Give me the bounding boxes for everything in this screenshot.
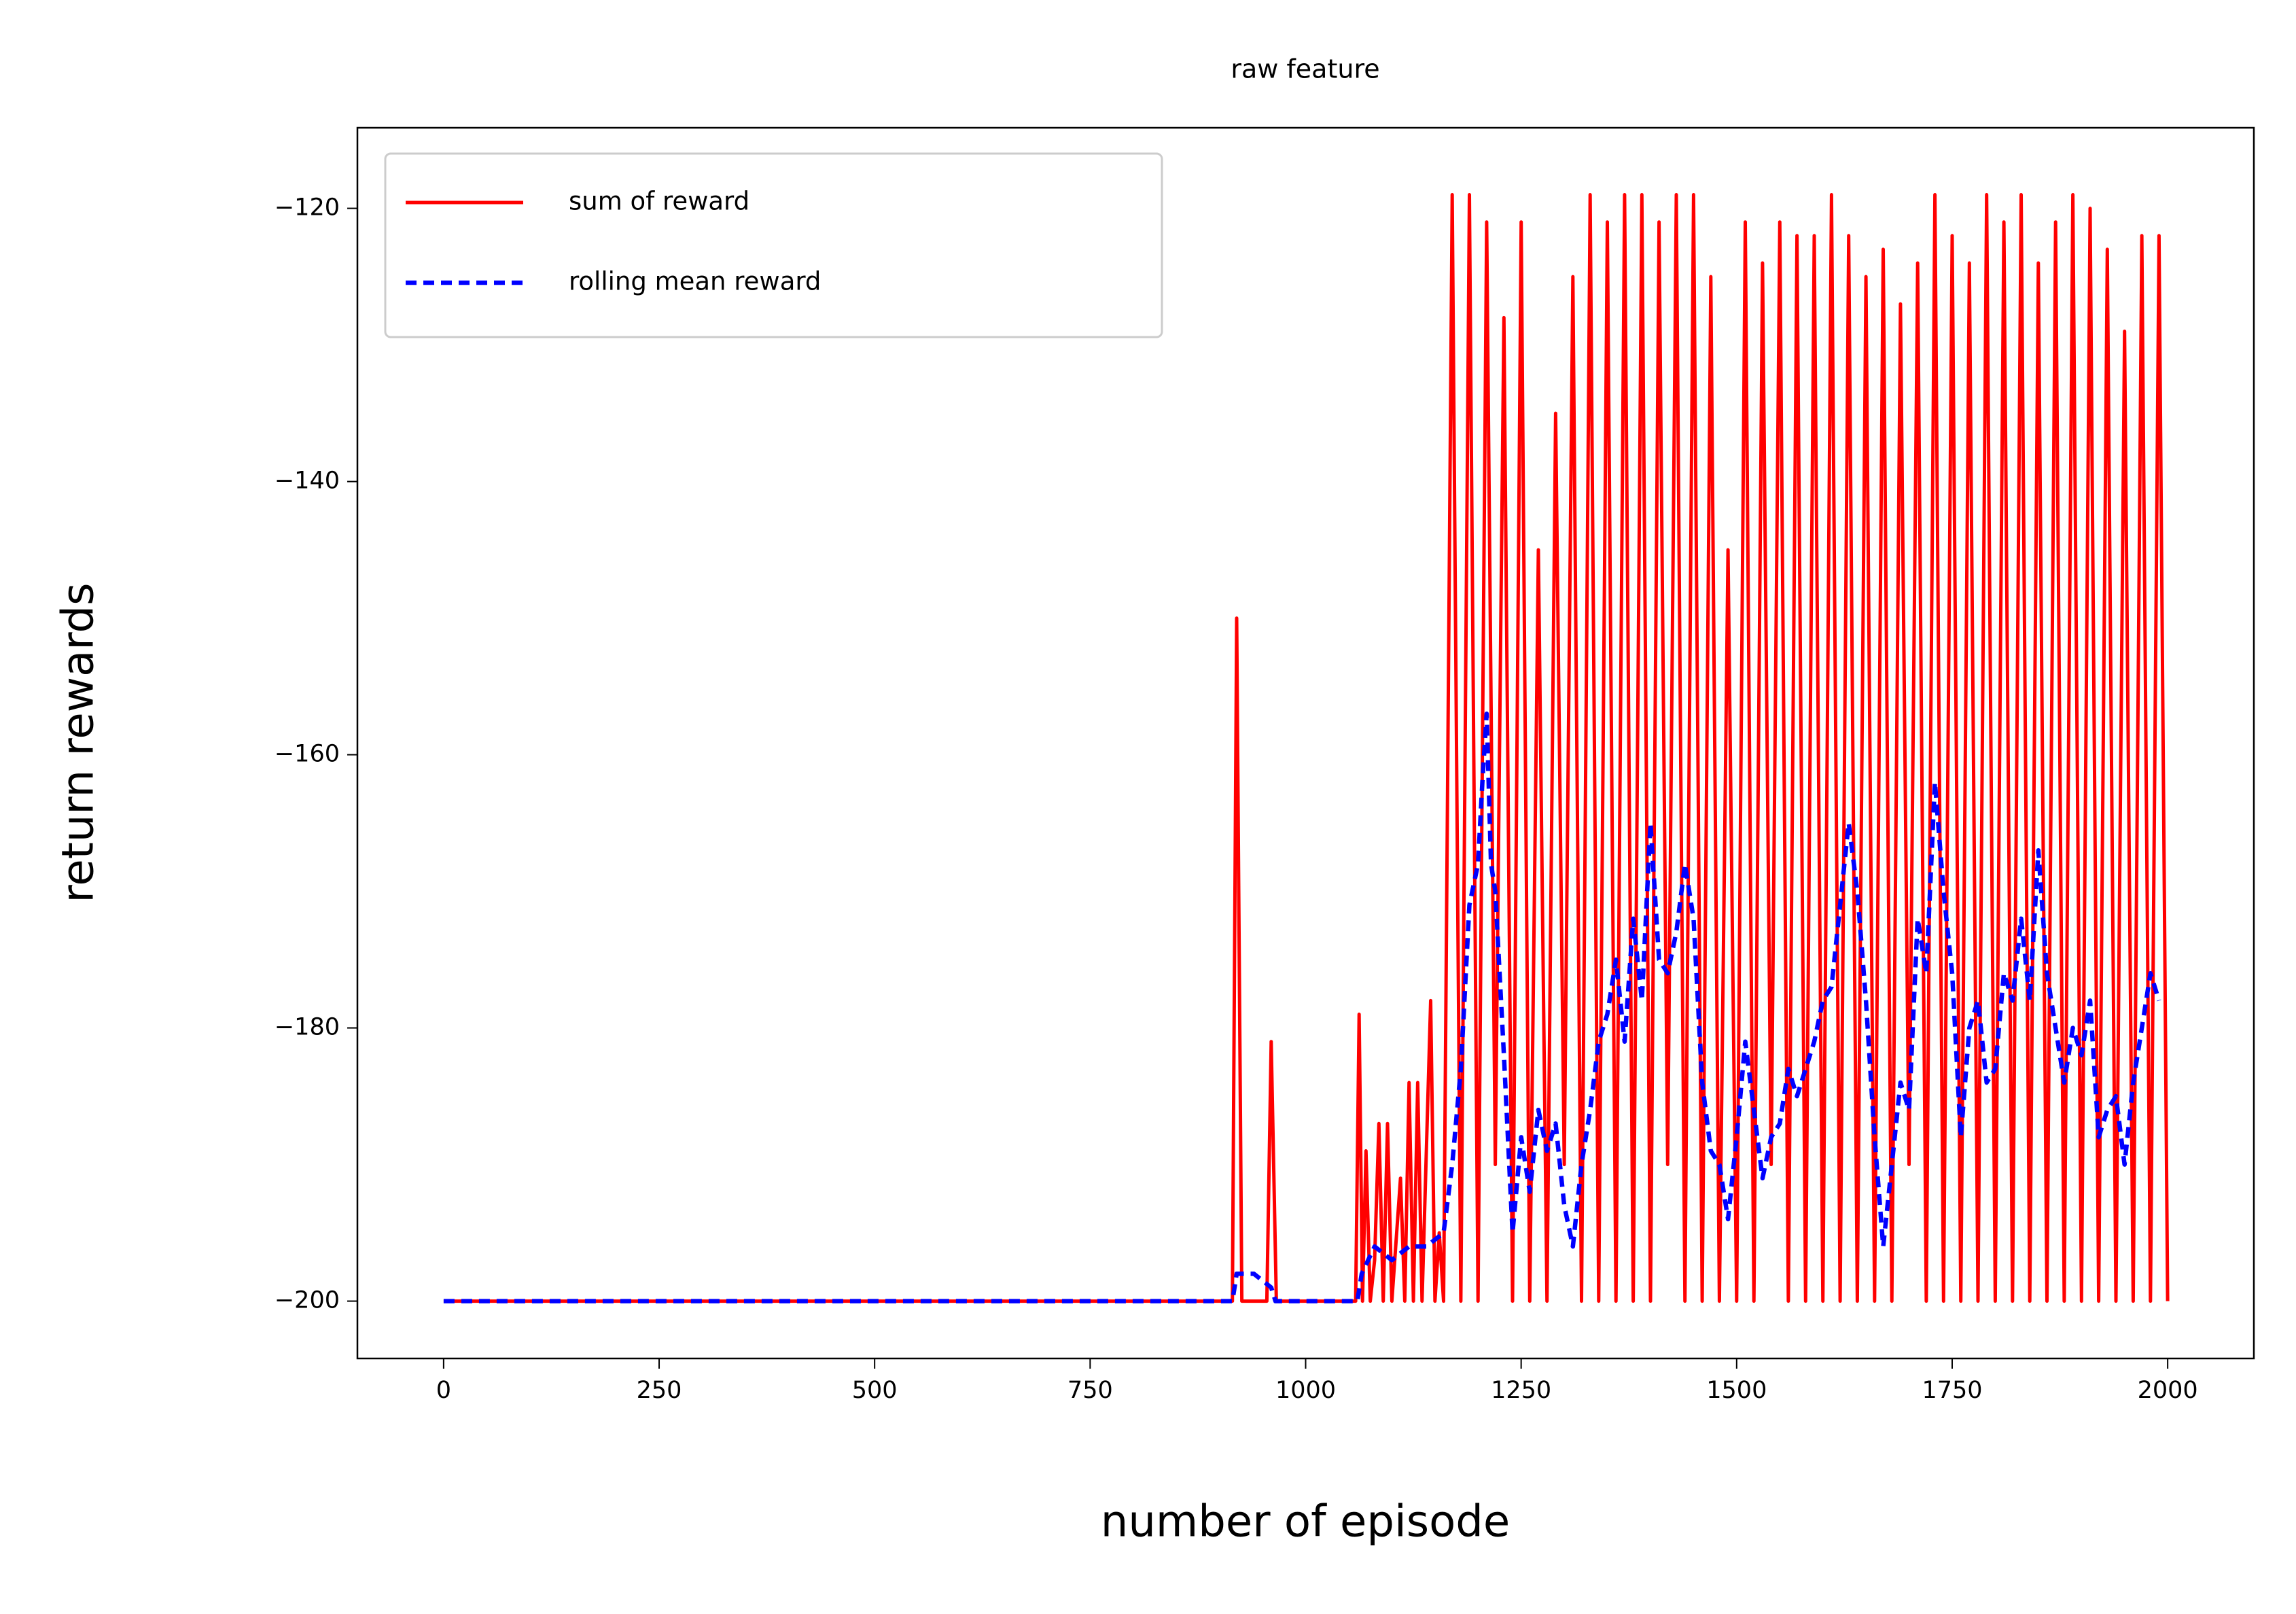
y-axis-label: return rewards (54, 582, 104, 902)
y-tick-label: −160 (275, 741, 340, 768)
x-tick-label: 500 (852, 1377, 898, 1404)
y-tick-label: −140 (275, 468, 340, 495)
x-tick-label: 750 (1067, 1377, 1113, 1404)
x-tick-label: 1250 (1491, 1377, 1551, 1404)
x-axis-label: number of episode (1101, 1497, 1510, 1547)
x-tick-label: 250 (637, 1377, 682, 1404)
x-tick-label: 1000 (1275, 1377, 1336, 1404)
axes-frame (356, 126, 2255, 1360)
legend-label: sum of reward (569, 187, 749, 216)
x-tick-label: 1500 (1706, 1377, 1767, 1404)
y-tick-label: −120 (275, 194, 340, 222)
y-tick-label: −200 (275, 1287, 340, 1314)
legend-box (384, 152, 1163, 338)
y-tick-label: −180 (275, 1014, 340, 1041)
legend-label: rolling mean reward (569, 267, 821, 296)
x-tick-label: 0 (436, 1377, 451, 1404)
x-tick-label: 1750 (1922, 1377, 1982, 1404)
x-tick-label: 2000 (2138, 1377, 2198, 1404)
data-line (443, 712, 2161, 1303)
chart-title: raw feature (1231, 54, 1379, 84)
data-line (443, 193, 2170, 1303)
